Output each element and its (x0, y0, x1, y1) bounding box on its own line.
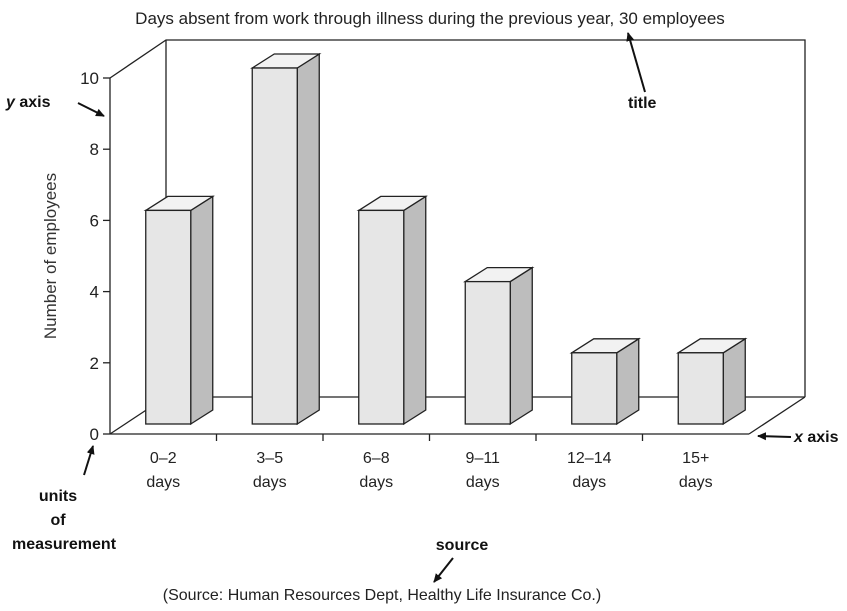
bar-front-face (145, 209, 192, 425)
annotation-title: title (626, 32, 657, 112)
x-axis-annotation-label: x axis (793, 429, 839, 446)
source-annotation-label: source (436, 537, 489, 554)
x-tick-label: days (146, 474, 180, 491)
bar-front-face (677, 352, 724, 425)
x-tick-label: days (253, 474, 287, 491)
bar (569, 337, 641, 426)
title-arrow (626, 32, 646, 93)
y-axis-arrow (77, 102, 105, 117)
annotation-units: units of measurement (12, 445, 117, 553)
bar-side-face (296, 52, 320, 426)
bar-front-face (571, 352, 618, 425)
chart-title: Days absent from work through illness du… (135, 9, 725, 28)
bar-side-face (722, 337, 746, 426)
bar-side-face (616, 337, 640, 426)
bar-side-face (190, 195, 214, 426)
units-label-line-1: units (39, 488, 77, 505)
annotation-y-axis: y axis (5, 94, 105, 117)
annotation-x-axis: x axis (757, 429, 839, 446)
x-tick-label: 12–14 (567, 450, 612, 467)
x-tick-labels: 0–2 days 3–5 days 6–8 days 9–11 days 12–14 days 15… (146, 434, 713, 491)
bar-side-face (509, 266, 533, 426)
y-axis-label: Number of employees (41, 173, 60, 339)
x-tick-label: 3–5 (256, 450, 283, 467)
x-tick-label: 9–11 (466, 450, 501, 467)
bar-front-face (464, 280, 511, 425)
bar-front-face (251, 67, 298, 425)
annotation-source: source (433, 537, 489, 583)
x-tick-label: days (466, 474, 500, 491)
bar-side-face (403, 195, 427, 426)
floor-right-edge (748, 396, 806, 435)
x-axis-arrow (757, 432, 792, 441)
bar (463, 266, 535, 426)
y-tick-label: 4 (90, 283, 99, 302)
bar (250, 52, 322, 426)
x-tick-label: days (572, 474, 606, 491)
bar (356, 195, 428, 426)
back-wall (109, 39, 806, 397)
x-tick-label: 0–2 (150, 450, 177, 467)
y-axis-annotation-label: y axis (5, 94, 51, 111)
source-note: (Source: Human Resources Dept, Healthy L… (163, 587, 601, 604)
bar-front-face (358, 209, 405, 425)
x-tick-label: days (359, 474, 393, 491)
bar (143, 195, 215, 426)
units-label-line-2: of (50, 512, 66, 529)
source-arrow (433, 557, 454, 583)
x-tick-label: 15+ (682, 450, 709, 467)
y-tick-label: 6 (90, 211, 99, 230)
y-ticks: 0 2 4 6 8 10 (80, 69, 110, 444)
units-label-line-3: measurement (12, 536, 117, 553)
y-tick-label: 0 (90, 425, 99, 444)
y-tick-label: 10 (80, 69, 99, 88)
y-tick-label: 8 (90, 140, 99, 159)
bar (676, 337, 748, 426)
x-tick-label: days (679, 474, 713, 491)
units-arrow (83, 445, 95, 476)
y-tick-label: 2 (90, 354, 99, 373)
title-annotation-label: title (628, 95, 657, 112)
x-tick-label: 6–8 (363, 450, 390, 467)
bars (143, 52, 748, 426)
